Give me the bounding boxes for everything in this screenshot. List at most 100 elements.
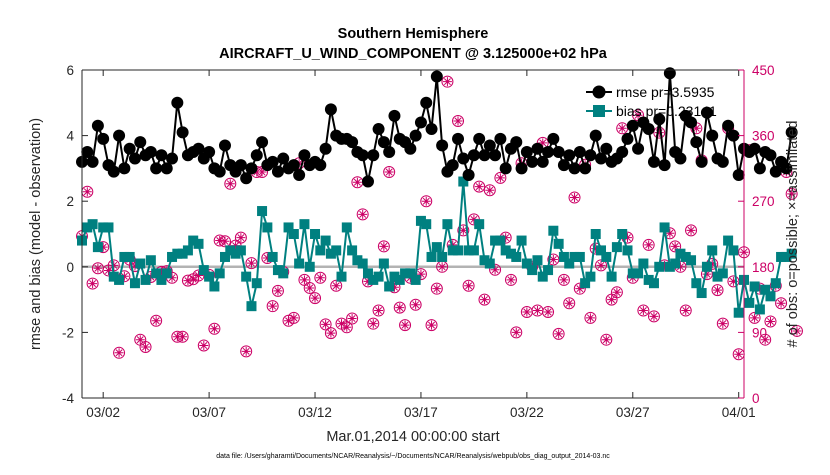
rmse-point	[595, 152, 608, 165]
bias-point	[394, 274, 405, 285]
bias-point	[664, 261, 675, 272]
obs-assimilated-marker	[98, 242, 108, 252]
rmse-point	[192, 142, 205, 155]
bias-point	[558, 251, 569, 262]
bias-point	[103, 222, 114, 233]
obs-possible-marker	[478, 293, 491, 306]
obs-possible-marker	[409, 298, 422, 311]
obs-assimilated-marker	[236, 233, 246, 243]
bias-point	[479, 255, 490, 266]
rmse-point	[600, 142, 613, 155]
bias-point	[686, 255, 697, 266]
bias-point	[680, 251, 691, 262]
rmse-point	[589, 129, 602, 142]
bias-point	[453, 245, 464, 256]
bias-point	[590, 229, 601, 239]
rmse-point	[414, 116, 427, 129]
obs-possible-marker	[208, 322, 221, 335]
bias-point	[670, 258, 681, 269]
rmse-point	[134, 136, 147, 149]
rmse-point	[319, 142, 332, 155]
obs-assimilated-marker	[596, 260, 606, 270]
y-tick-label-right: 360	[752, 129, 775, 144]
bias-point	[733, 307, 744, 318]
rmse-point	[293, 168, 306, 181]
obs-possible-marker	[552, 327, 565, 340]
obs-possible-marker	[346, 312, 359, 325]
obs-assimilated-marker	[622, 233, 632, 243]
rmse-point	[176, 126, 189, 139]
obs-possible-marker	[584, 311, 597, 324]
bias-point	[299, 219, 310, 230]
rmse-point	[446, 159, 459, 172]
rmse-point	[526, 155, 539, 168]
bias-point	[712, 271, 723, 282]
obs-assimilated-marker	[675, 262, 685, 272]
bias-point	[278, 268, 289, 279]
rmse-point	[128, 152, 141, 165]
rmse-point	[420, 96, 433, 109]
rmse-point	[642, 123, 655, 136]
x-tick-label: 03/02	[86, 405, 120, 420]
bias-point	[283, 222, 294, 233]
obs-possible-marker	[504, 273, 517, 286]
obs-assimilated-marker	[209, 324, 219, 334]
obs-assimilated-marker	[188, 274, 198, 284]
bias-point	[765, 291, 776, 302]
obs-assimilated-marker	[400, 320, 410, 330]
obs-assimilated-marker	[532, 306, 542, 316]
bias-point	[574, 251, 585, 262]
y-tick-label-right: 270	[752, 194, 775, 209]
bias-point	[129, 278, 140, 289]
obs-assimilated-marker	[564, 298, 574, 308]
bias-point	[262, 222, 273, 233]
obs-assimilated-marker	[776, 298, 786, 308]
bias-point	[447, 245, 458, 256]
obs-assimilated-marker	[707, 259, 717, 269]
obs-possible-marker	[473, 180, 486, 193]
obs-assimilated-marker	[141, 342, 151, 352]
bias-point	[521, 258, 532, 269]
obs-possible-marker	[595, 259, 608, 272]
obs-assimilated-marker	[363, 276, 373, 286]
obs-assimilated-marker	[511, 327, 521, 337]
rmse-point	[489, 149, 502, 162]
bias-point	[357, 258, 368, 269]
obs-assimilated-marker	[543, 307, 553, 317]
rmse-point	[473, 132, 486, 145]
obs-assimilated-marker	[246, 258, 256, 268]
obs-assimilated-marker	[241, 346, 251, 356]
rmse-point	[616, 146, 629, 158]
obs-assimilated-marker	[156, 267, 166, 277]
bias-point	[601, 251, 612, 262]
obs-assimilated-marker	[315, 273, 325, 283]
obs-possible-marker	[510, 326, 523, 339]
obs-possible-marker	[224, 177, 237, 190]
rmse-point	[324, 103, 337, 116]
obs-assimilated-marker	[442, 77, 452, 87]
y-tick-label-right: 450	[752, 63, 775, 78]
obs-assimilated-marker	[352, 177, 362, 187]
obs-assimilated-marker	[178, 332, 188, 342]
obs-assimilated-marker	[289, 313, 299, 323]
obs-assimilated-marker	[644, 240, 654, 250]
bias-point	[596, 245, 607, 256]
rmse-point	[160, 162, 173, 175]
y-tick-label-left: 2	[66, 194, 74, 209]
rmse-point	[732, 168, 745, 181]
bias-point	[373, 271, 384, 282]
bias-point	[553, 238, 564, 249]
y-tick-label-left: -4	[62, 391, 74, 406]
obs-assimilated-marker	[114, 348, 124, 358]
bias-point	[537, 271, 548, 282]
y-tick-label-right: 180	[752, 260, 775, 275]
legend-rmse-marker	[592, 85, 606, 99]
bias-point	[505, 248, 516, 259]
obs-possible-marker	[759, 333, 772, 346]
bias-point	[304, 261, 315, 272]
obs-possible-marker	[113, 346, 126, 359]
bias-point	[114, 274, 125, 285]
bias-point	[786, 248, 797, 259]
obs-assimilated-marker	[538, 138, 548, 148]
bias-point	[219, 251, 230, 262]
